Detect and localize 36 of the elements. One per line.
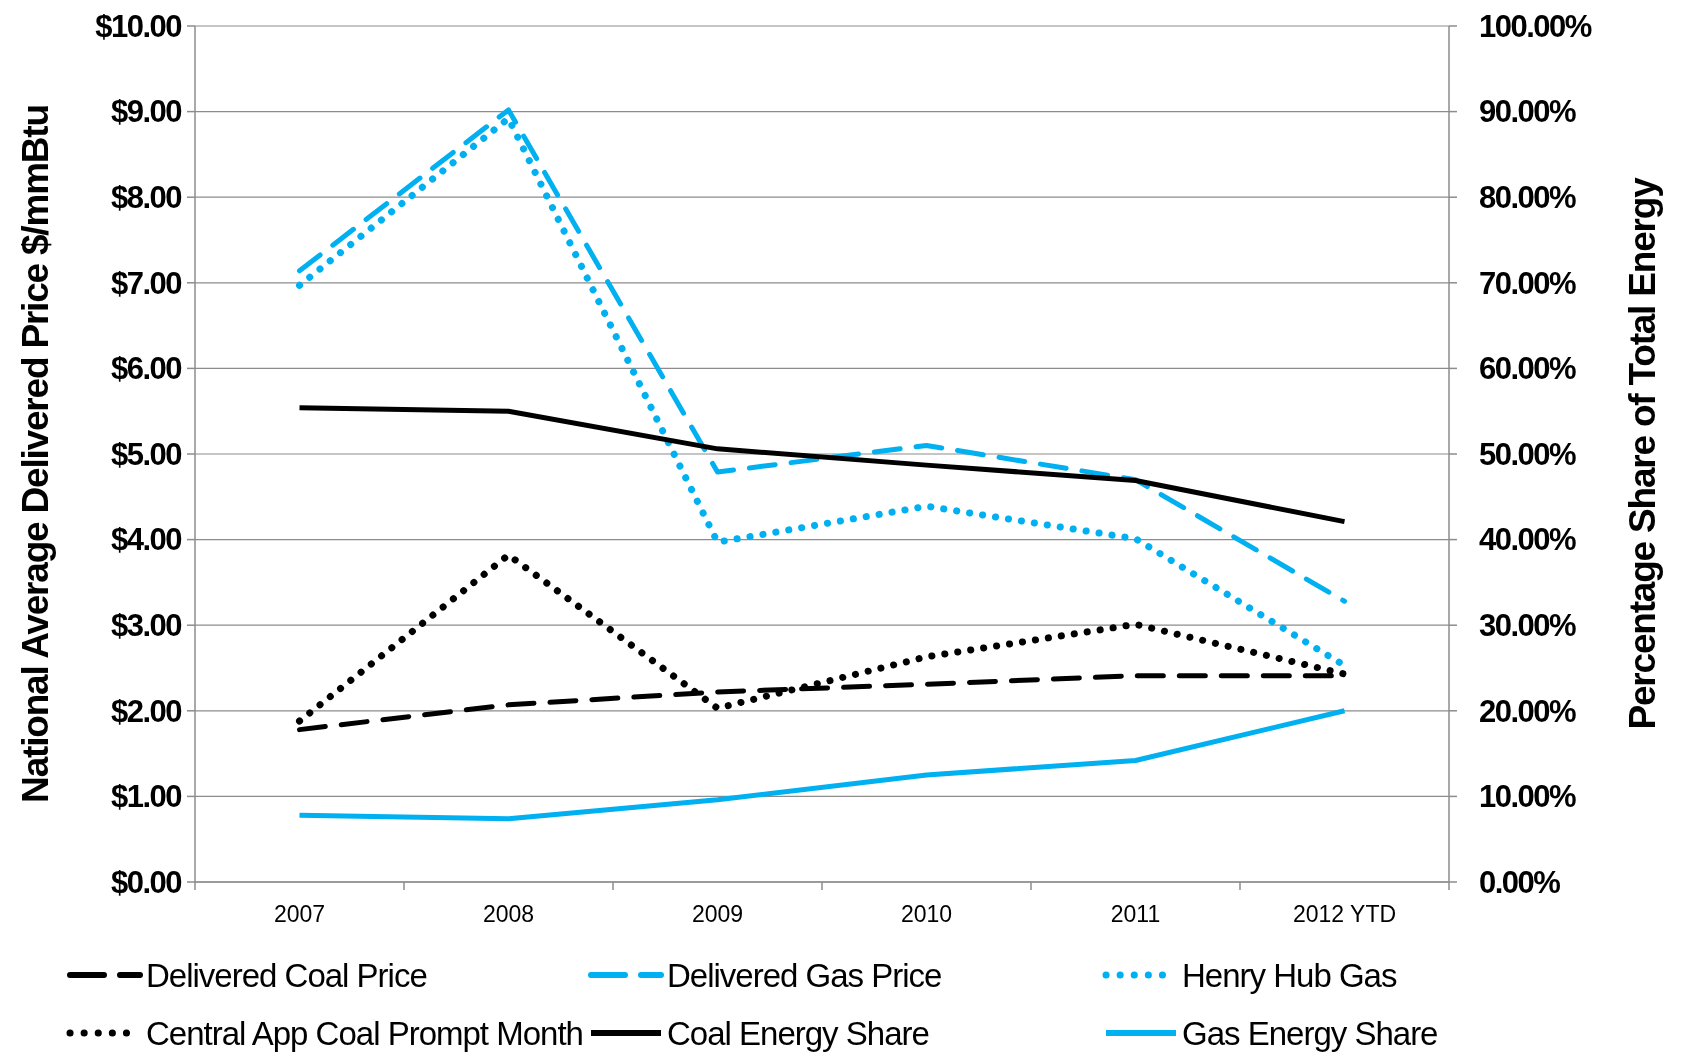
- x-tick-label: 2012 YTD: [1292, 901, 1397, 927]
- y2-tick-label: 90.00%: [1479, 94, 1577, 130]
- y-tick-label: $9.00: [110, 94, 182, 130]
- x-tick-label: 2011: [1110, 901, 1161, 927]
- legend-label: Central App Coal Prompt Month: [146, 1014, 583, 1052]
- y-tick-label: $1.00: [110, 779, 182, 815]
- y-tick-label: $8.00: [110, 180, 182, 216]
- y-tick-label: $7.00: [110, 265, 182, 301]
- y2-tick-label: 0.00%: [1479, 864, 1561, 900]
- y2-axis-title: Percentage Share of Total Energy: [1622, 176, 1663, 730]
- y2-tick-label: 10.00%: [1479, 779, 1577, 815]
- x-tick-label: 2009: [691, 901, 744, 927]
- y2-tick-label: 40.00%: [1479, 522, 1577, 558]
- y-tick-label: $0.00: [110, 864, 182, 900]
- legend-label: Coal Energy Share: [667, 1014, 929, 1052]
- legend-label: Delivered Gas Price: [667, 956, 942, 994]
- legend-label: Delivered Coal Price: [146, 956, 427, 994]
- y-tick-label: $2.00: [110, 693, 182, 729]
- y2-tick-label: 100.00%: [1479, 8, 1592, 44]
- x-tick-label: 2010: [900, 901, 953, 927]
- legend-label: Gas Energy Share: [1182, 1014, 1438, 1052]
- y2-tick-label: 50.00%: [1479, 436, 1577, 472]
- legend-label: Henry Hub Gas: [1182, 956, 1397, 994]
- y-tick-label: $5.00: [110, 436, 182, 472]
- y-tick-label: $10.00: [95, 8, 182, 44]
- y2-tick-label: 20.00%: [1479, 693, 1577, 729]
- y2-tick-label: 70.00%: [1479, 265, 1577, 301]
- y-tick-label: $4.00: [110, 522, 182, 558]
- y2-tick-label: 80.00%: [1479, 180, 1577, 216]
- y-tick-label: $3.00: [110, 608, 182, 644]
- y2-tick-label: 60.00%: [1479, 351, 1577, 387]
- y-axis-title: National Average Delivered Price $/mmBtu: [15, 105, 56, 803]
- y-tick-label: $6.00: [110, 351, 182, 387]
- y2-tick-label: 30.00%: [1479, 608, 1577, 644]
- x-tick-label: 2008: [482, 901, 535, 927]
- x-tick-label: 2007: [273, 901, 326, 927]
